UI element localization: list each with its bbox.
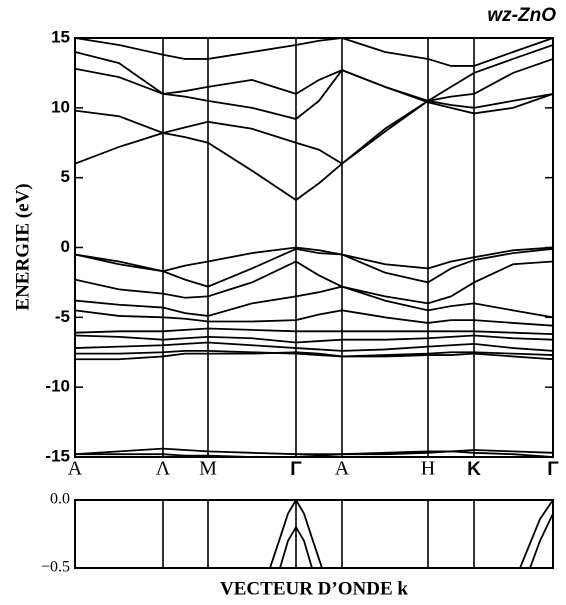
band-line — [75, 327, 553, 335]
x-tick-label: H — [421, 458, 435, 480]
y-tick-label: 10 — [51, 97, 70, 116]
band-line — [75, 309, 553, 327]
x-tick-label: K — [467, 459, 481, 480]
band-line — [269, 500, 323, 568]
y-tick-label: -15 — [45, 446, 70, 465]
y-tick-label: −0.5 — [41, 559, 70, 576]
band-line — [75, 58, 553, 165]
plot-frame — [74, 499, 554, 569]
band-line — [75, 246, 553, 273]
chart-title: wz-ZnO — [487, 5, 556, 26]
y-tick-label: -5 — [55, 307, 70, 326]
band-line — [75, 260, 553, 305]
band-line — [75, 447, 553, 456]
band-line — [75, 341, 553, 352]
x-axis-label: VECTEUR D’ONDE k — [220, 578, 408, 599]
band-line — [75, 285, 553, 319]
band-line — [75, 67, 553, 120]
x-tick-label: A — [68, 458, 83, 480]
band-line — [75, 92, 553, 202]
band-line — [529, 513, 553, 568]
band-line — [75, 38, 553, 67]
band-line — [279, 525, 313, 568]
plot-frame — [74, 37, 554, 458]
y-tick-label: 0.0 — [50, 491, 70, 508]
y-tick-label: 15 — [51, 27, 70, 46]
band-line — [75, 450, 553, 457]
x-tick-label: Γ — [290, 459, 302, 480]
band-line — [75, 247, 553, 288]
band-line — [519, 500, 553, 568]
band-line — [75, 334, 553, 344]
x-tick-label: Γ — [547, 459, 559, 480]
band-line — [75, 349, 553, 358]
band-line — [75, 44, 553, 102]
x-tick-label: M — [199, 458, 217, 480]
band-line — [75, 351, 553, 361]
y-tick-label: -10 — [45, 377, 70, 396]
x-tick-label: Λ — [156, 458, 171, 480]
y-axis-label: ENERGIE (eV) — [12, 183, 33, 310]
y-tick-label: 5 — [61, 167, 70, 186]
x-tick-label: A — [335, 458, 350, 480]
y-tick-label: 0 — [61, 237, 70, 256]
